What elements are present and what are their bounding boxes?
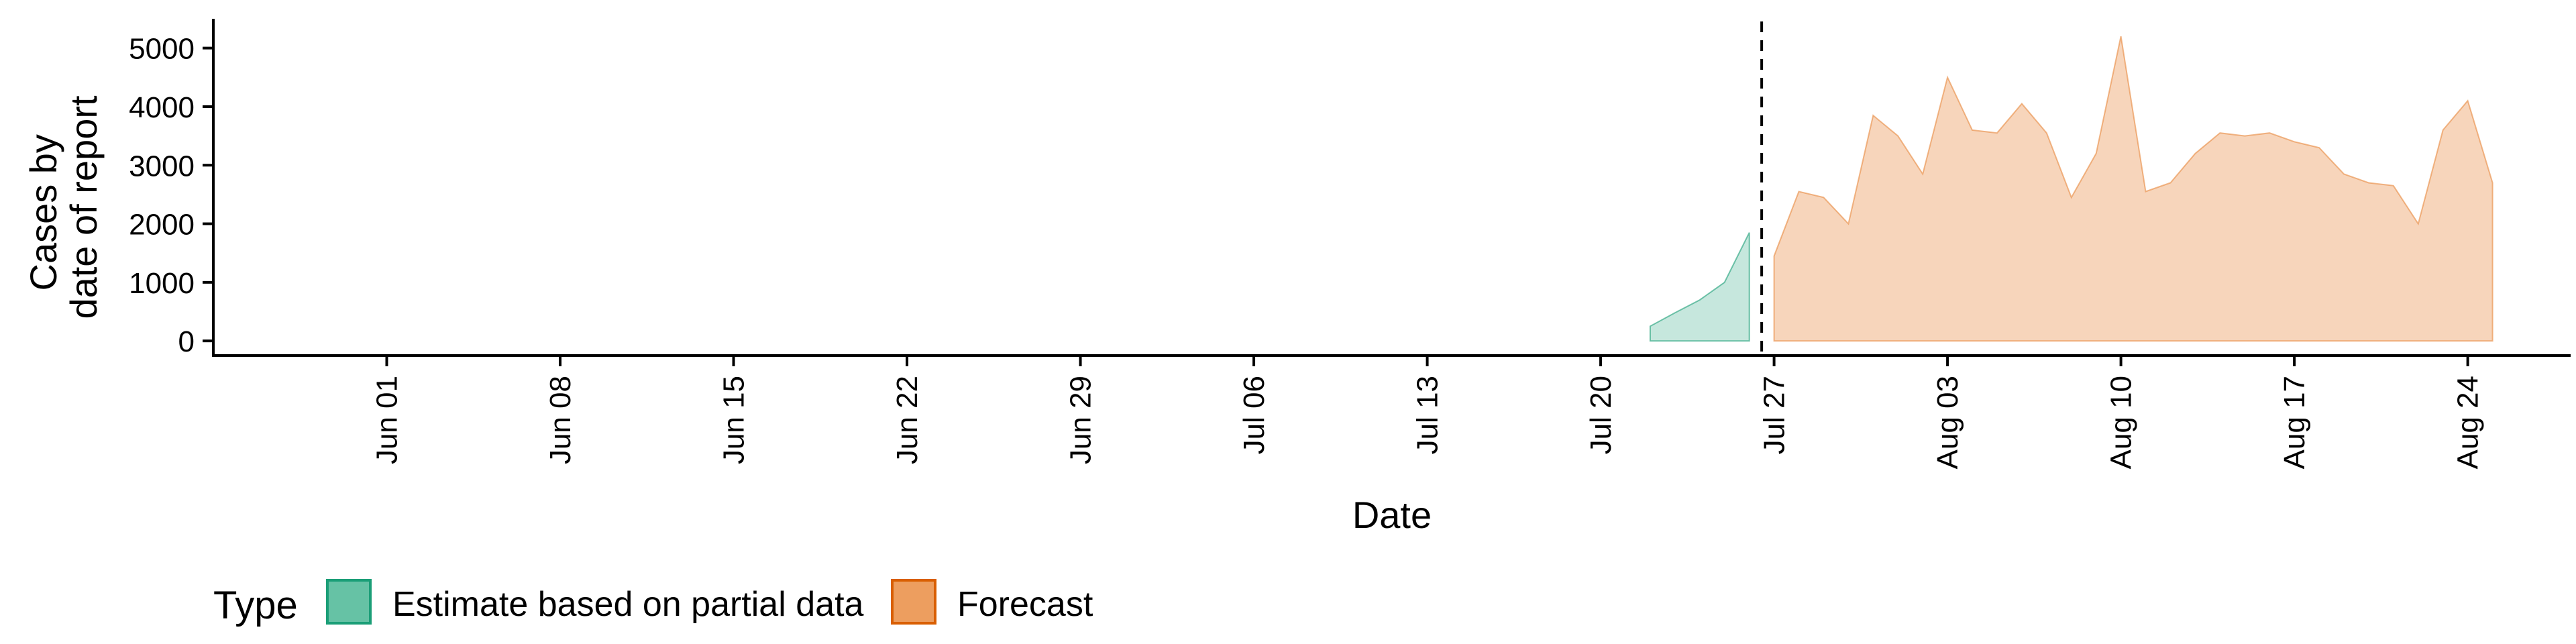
x-tick-label: Jul 13 xyxy=(1411,376,1444,454)
x-tick-label: Aug 17 xyxy=(2278,376,2311,469)
x-tick-label: Jun 08 xyxy=(544,376,577,464)
y-tick-label: 2000 xyxy=(129,209,195,241)
x-tick-label: Jun 22 xyxy=(891,376,924,464)
area-series-forecast xyxy=(1773,36,2493,342)
x-axis-title: Date xyxy=(1352,494,1432,536)
x-tick-label: Aug 24 xyxy=(2452,376,2485,469)
x-tick-label: Jun 29 xyxy=(1065,376,1097,464)
y-tick-label: 4000 xyxy=(129,91,195,124)
legend-title: Type xyxy=(213,584,298,627)
legend-label-estimate: Estimate based on partial data xyxy=(392,585,864,624)
x-tick-label: Jul 20 xyxy=(1585,376,1617,454)
area-series-estimate xyxy=(1649,232,1750,342)
y-axis-title: Cases by date of report xyxy=(22,95,105,319)
legend-item-forecast: Forecast xyxy=(891,579,1093,625)
x-tick-label: Jun 15 xyxy=(718,376,751,464)
x-tick-label: Jun 01 xyxy=(371,376,404,464)
x-tick-label: Jul 27 xyxy=(1758,376,1791,454)
y-tick-label: 5000 xyxy=(129,33,195,66)
x-tick-label: Aug 10 xyxy=(2105,376,2138,469)
y-axis-title-line-2: date of report xyxy=(62,95,105,319)
x-tick-label: Aug 03 xyxy=(1931,376,1964,469)
x-axis-ticks: Jun 01 Jun 08 Jun 15 Jun 22 Jun 29 Jul 06 Jul … xyxy=(371,356,2485,469)
y-tick-label: 0 xyxy=(178,325,195,358)
chart-areas xyxy=(1649,36,2493,342)
y-axis-title-line-1: Cases by xyxy=(22,134,64,290)
y-tick-label: 1000 xyxy=(129,267,195,300)
y-tick-label: 3000 xyxy=(129,150,195,182)
y-axis-ticks: 0 1000 2000 3000 4000 5000 xyxy=(129,33,213,358)
legend: Type Estimate based on partial data Fore… xyxy=(213,579,1093,627)
legend-item-estimate: Estimate based on partial data xyxy=(326,579,864,625)
legend-key-forecast xyxy=(891,579,936,625)
legend-key-estimate xyxy=(326,579,372,625)
legend-label-forecast: Forecast xyxy=(957,585,1093,624)
x-tick-label: Jul 06 xyxy=(1238,376,1271,454)
